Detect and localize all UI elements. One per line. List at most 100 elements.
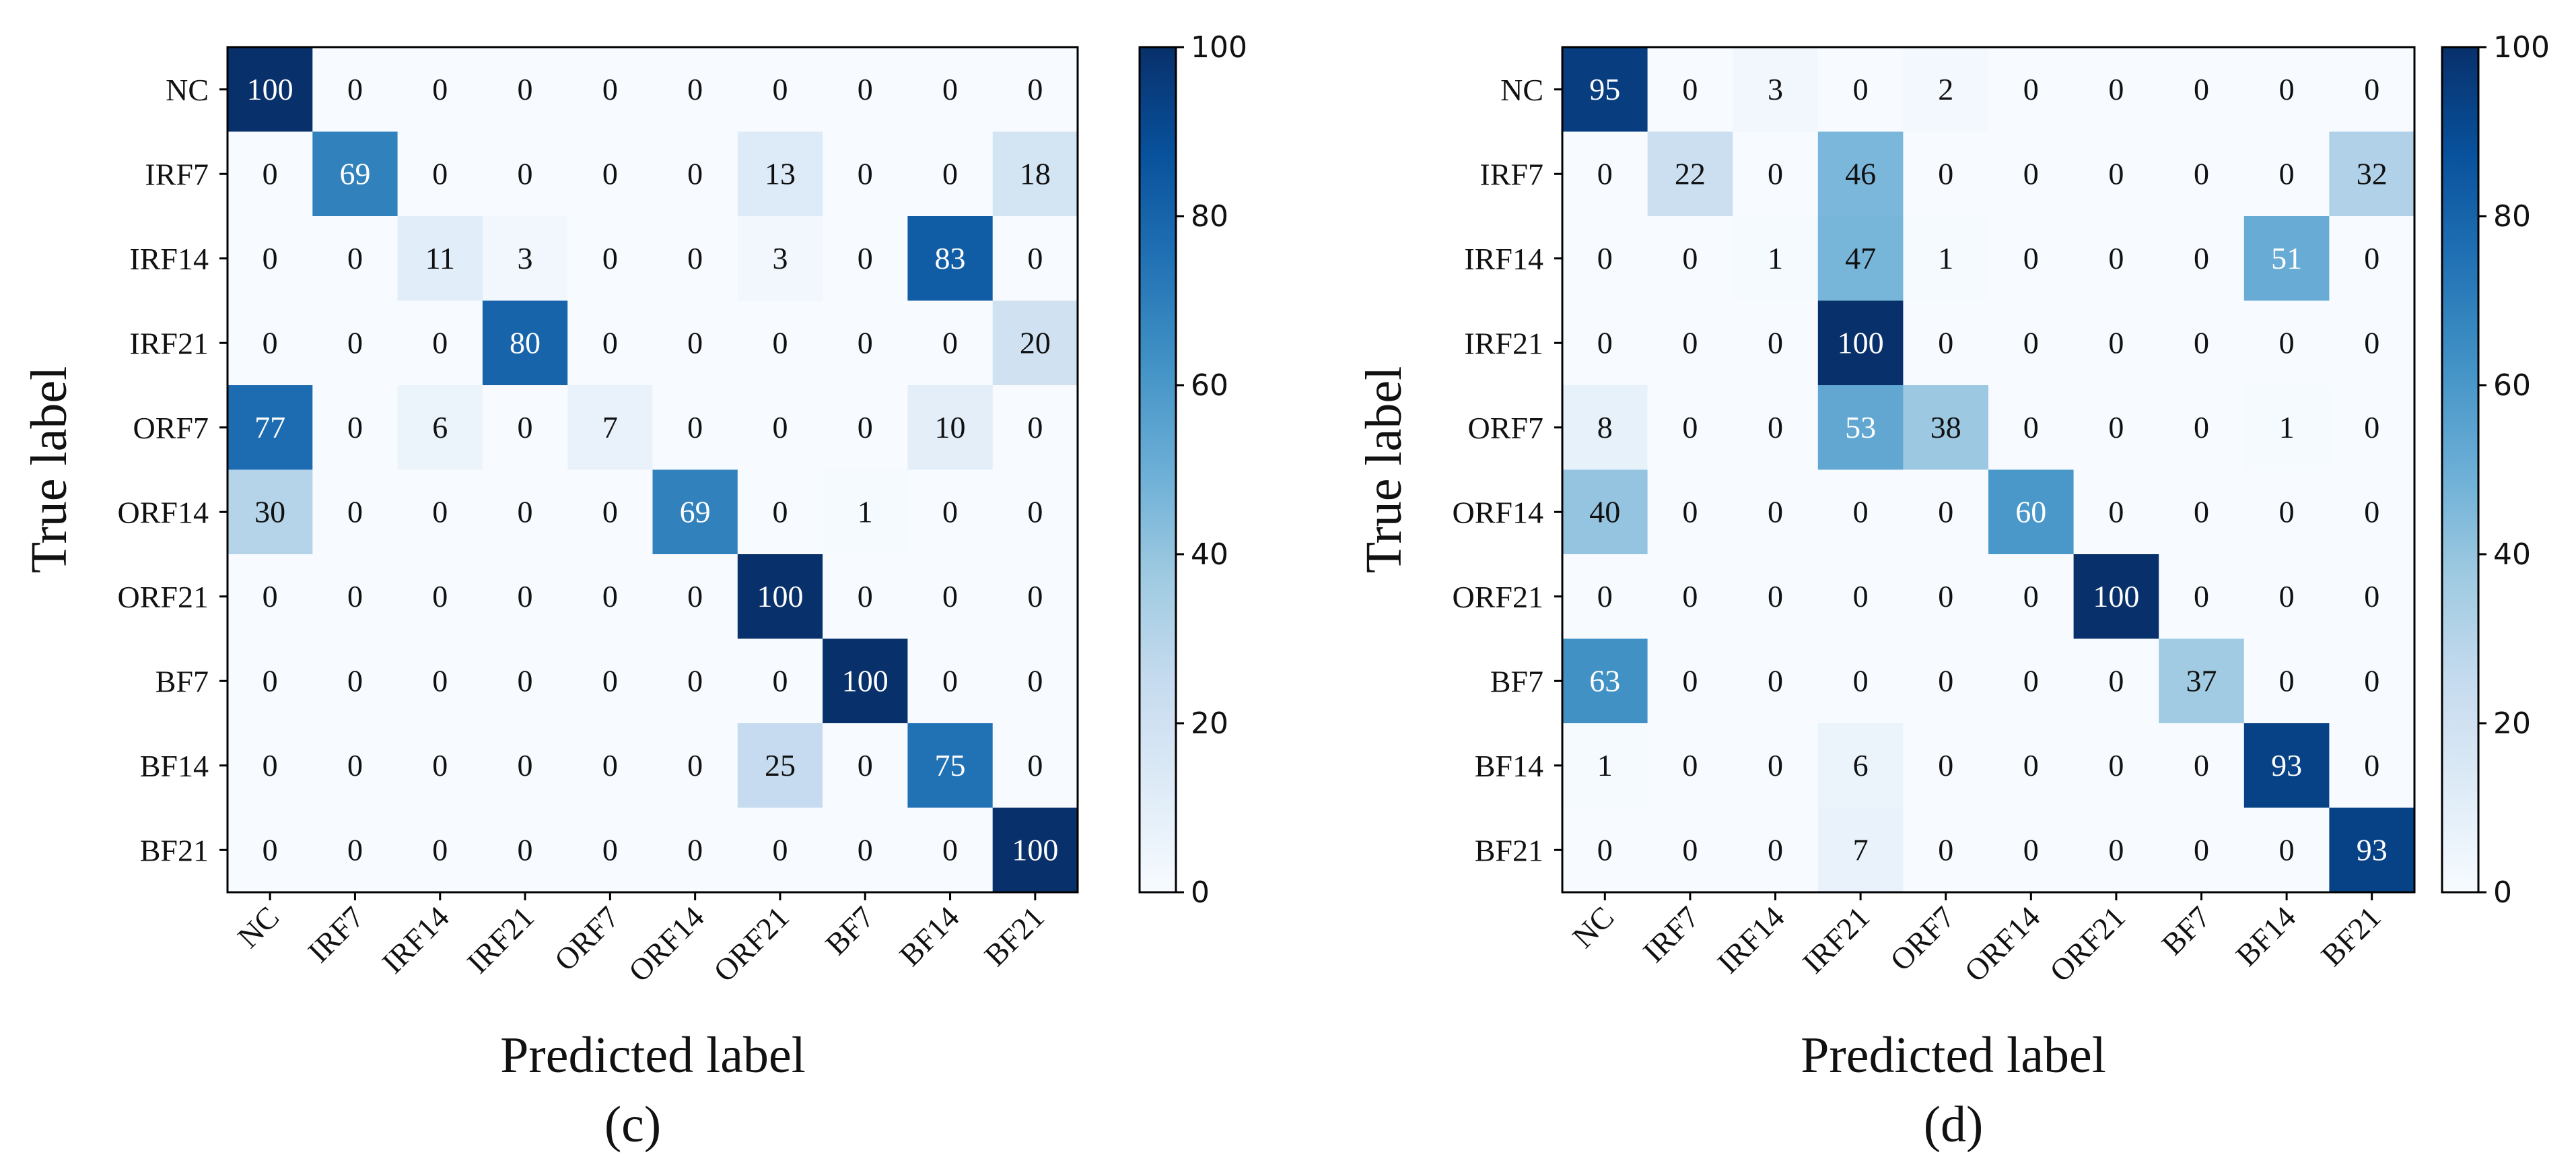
cell-value-label: 69 (680, 494, 711, 529)
cell-value-label: 25 (765, 748, 796, 782)
heatmap-cell (1562, 216, 1648, 302)
cell-value-label: 32 (2357, 156, 2388, 191)
cell-value-label: 13 (765, 156, 796, 191)
cell-value-label: 8 (1597, 410, 1613, 444)
cell-value-label: 0 (1682, 663, 1698, 698)
heatmap-cell (397, 469, 483, 555)
cell-value-label: 80 (510, 325, 541, 360)
y-tick-label: BF14 (1475, 749, 1543, 783)
cell-value-label: 46 (1845, 156, 1876, 191)
y-tick-label: BF21 (140, 833, 209, 867)
heatmap-cell (2329, 131, 2415, 217)
cell-value-label: 53 (1845, 410, 1876, 444)
cell-value-label: 1 (1938, 241, 1953, 275)
cell-value-label: 0 (942, 494, 958, 529)
heatmap-cell (567, 554, 654, 640)
cell-value-label: 0 (263, 156, 278, 191)
heatmap-cell (1733, 554, 1819, 640)
cell-value-label: 0 (602, 156, 618, 191)
heatmap-cell (2243, 807, 2330, 893)
heatmap-cell (2243, 300, 2330, 386)
heatmap-cell (567, 638, 654, 724)
heatmap-cell (992, 638, 1078, 724)
y-tick-label: BF7 (1490, 664, 1543, 698)
heatmap-cell (228, 554, 313, 640)
colorbar-tick-label: 60 (1191, 368, 1228, 403)
cell-value-label: 0 (942, 832, 958, 867)
heatmap-cell (1562, 385, 1648, 471)
colorbar: 0 20 40 60 80 100 (2441, 30, 2550, 910)
cell-value-label: 0 (518, 579, 533, 613)
cell-value-label: 0 (347, 241, 363, 275)
heatmap-cell (823, 638, 908, 724)
cell-value-label: 0 (1682, 72, 1698, 106)
heatmap-cell (312, 300, 398, 386)
cell-value-label: 6 (432, 410, 448, 444)
heatmap-cell (397, 216, 483, 302)
cell-value-label: 0 (772, 832, 788, 867)
heatmap-cell (823, 385, 908, 471)
heatmap-cell (1903, 216, 1989, 302)
y-tick-label: BF7 (155, 664, 209, 698)
heatmap-cell (2329, 807, 2415, 893)
x-axis-title: Predicted label (1801, 1027, 2106, 1083)
heatmap-cell (992, 131, 1078, 217)
cell-value-label: 0 (942, 663, 958, 698)
heatmap-cell (737, 469, 823, 555)
heatmap-cell (1647, 638, 1733, 724)
y-axis-title: True label (21, 366, 77, 574)
cell-value-label: 0 (263, 241, 278, 275)
cell-value-label: 0 (1768, 663, 1783, 698)
x-tick-label: ORF14 (622, 900, 711, 989)
heatmap-cell (1903, 47, 1989, 133)
heatmap-cell (1988, 216, 2075, 302)
cell-value-label: 0 (2108, 241, 2124, 275)
cell-value-label: 51 (2271, 241, 2302, 275)
cell-value-label: 0 (2108, 832, 2124, 867)
heatmap-cell (482, 723, 568, 809)
colorbar-tick-label: 0 (1191, 875, 1210, 910)
heatmap-cell (1733, 216, 1819, 302)
cell-value-label: 0 (858, 325, 873, 360)
heatmap-cell (312, 638, 398, 724)
heatmap-cell (1647, 216, 1733, 302)
cell-value-label: 0 (263, 325, 278, 360)
cell-value-label: 0 (858, 410, 873, 444)
heatmap-cell (1988, 638, 2075, 724)
heatmap-cell (228, 469, 313, 555)
cell-value-label: 0 (942, 156, 958, 191)
cell-value-label: 0 (347, 325, 363, 360)
cell-value-label: 100 (1012, 832, 1058, 867)
heatmap-cell (823, 723, 908, 809)
cell-value-label: 100 (247, 72, 293, 106)
heatmap-cell (482, 638, 568, 724)
cell-value-label: 0 (1597, 241, 1613, 275)
cell-value-label: 0 (687, 325, 703, 360)
cell-value-label: 0 (2023, 663, 2039, 698)
heatmap-cell (907, 300, 994, 386)
cell-value-label: 0 (602, 325, 618, 360)
cell-value-label: 0 (432, 325, 448, 360)
heatmap-cell (2073, 554, 2159, 640)
y-tick-label: IRF14 (129, 242, 209, 276)
heatmap-cell (1817, 300, 1904, 386)
heatmap-cell (482, 469, 568, 555)
colorbar-tick-label: 60 (2493, 368, 2531, 403)
y-tick-label: IRF14 (1464, 242, 1543, 276)
heatmap-cell (652, 385, 738, 471)
heatmap-cell (312, 47, 398, 133)
heatmap-cell (312, 385, 398, 471)
colorbar-tick-label: 20 (2493, 706, 2531, 741)
heatmap-cell (652, 131, 738, 217)
cell-value-label: 0 (858, 241, 873, 275)
heatmap-cell (397, 47, 483, 133)
cell-value-label: 100 (1838, 325, 1884, 360)
x-tick-label: IRF21 (460, 900, 541, 980)
heatmap-cell (2243, 554, 2330, 640)
heatmap-cell (652, 723, 738, 809)
cell-value-label: 0 (1768, 748, 1783, 782)
cell-value-label: 0 (1597, 156, 1613, 191)
cell-value-label: 0 (1027, 663, 1043, 698)
cell-value-label: 0 (2279, 579, 2295, 613)
heatmap-cell (1562, 131, 1648, 217)
